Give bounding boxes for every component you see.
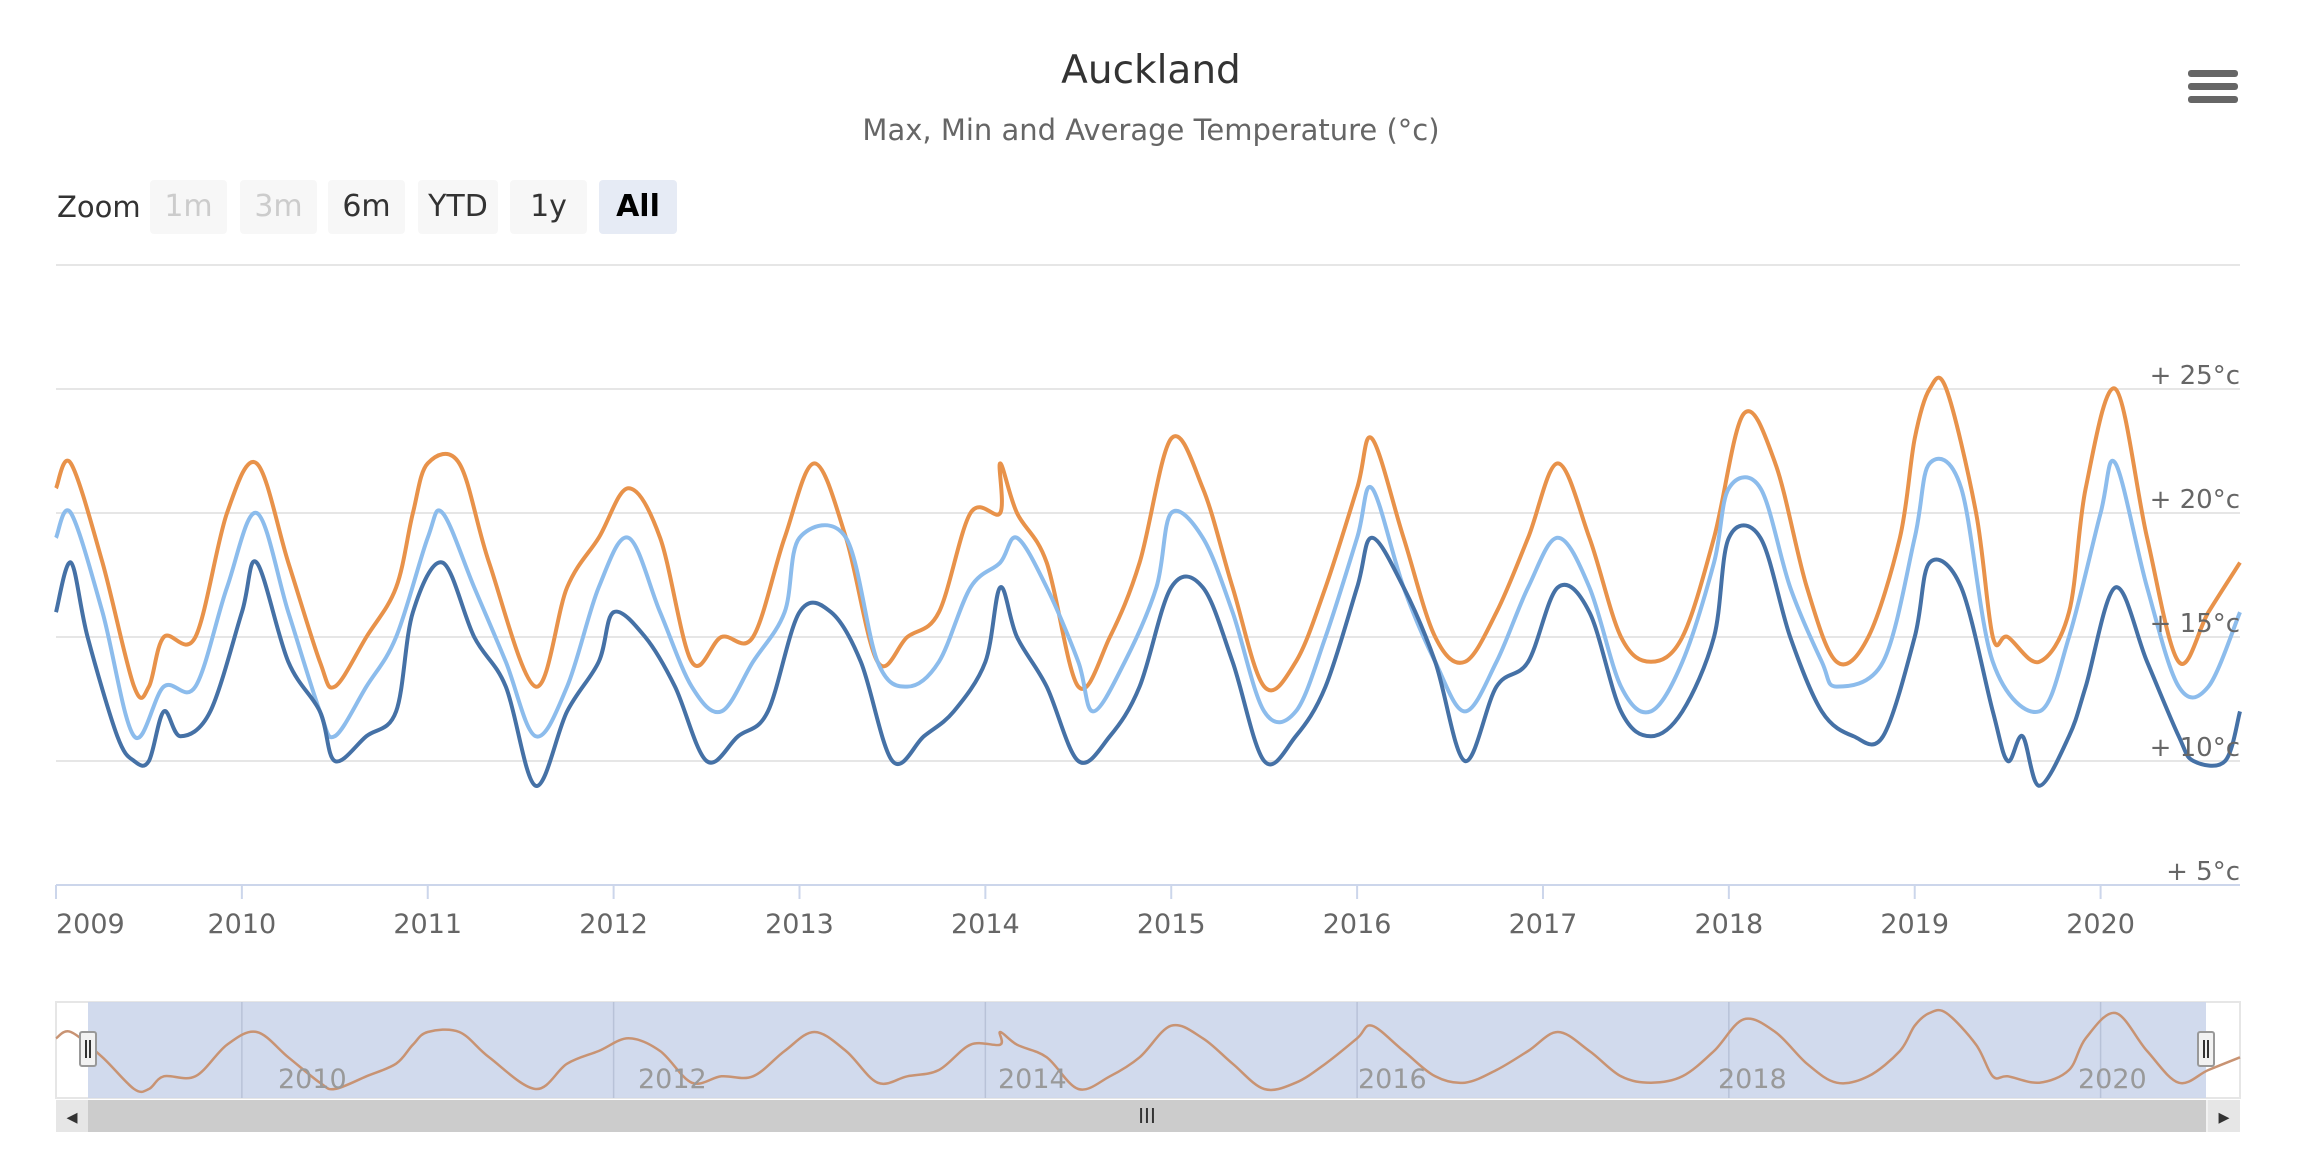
x-tick-label: 2013: [765, 909, 834, 940]
navigator-tick-label: 2010: [278, 1064, 347, 1095]
zoom-label: Zoom: [57, 190, 141, 224]
navigator-left-handle[interactable]: [79, 1031, 97, 1067]
zoom-button-3m[interactable]: 3m: [240, 180, 317, 234]
menu-bar: [2188, 70, 2238, 77]
y-tick-label: + 5°c: [2166, 857, 2240, 887]
x-tick-label: 2012: [579, 909, 648, 940]
x-tick-label: 2020: [2066, 909, 2135, 940]
scrollbar-thumb[interactable]: [88, 1100, 2206, 1132]
navigator-tick-label: 2012: [638, 1064, 707, 1095]
y-axis-labels: + 5°c + 10°c + 15°c + 20°c + 25°c: [2150, 361, 2240, 887]
series-line-max[interactable]: [54, 375, 2242, 700]
y-tick-label: + 25°c: [2150, 361, 2240, 391]
navigator-series: [55, 1008, 2241, 1094]
x-tick-label: 2009: [56, 909, 125, 940]
x-tick-label: 2017: [1509, 909, 1578, 940]
x-tick-label: 2019: [1880, 909, 1949, 940]
y-tick-label: + 20°c: [2150, 485, 2240, 515]
scrollbar[interactable]: III ◂ ▸: [56, 1100, 2240, 1132]
x-tick-label: 2010: [208, 909, 277, 940]
y-tick-label: + 10°c: [2150, 733, 2240, 763]
navigator-tick-label: 2016: [1358, 1064, 1427, 1095]
series-group: [54, 375, 2242, 788]
x-tick-label: 2011: [393, 909, 462, 940]
scrollbar-left-button[interactable]: [56, 1100, 88, 1132]
navigator-tick-label: 2020: [2078, 1064, 2147, 1095]
navigator-tick-label: 2018: [1718, 1064, 1787, 1095]
navigator-tick-label: 2014: [998, 1064, 1067, 1095]
chart-subtitle: Max, Min and Average Temperature (°c): [862, 113, 1440, 147]
handle-box[interactable]: [79, 1031, 97, 1067]
x-tick-label: 2018: [1694, 909, 1763, 940]
zoom-button-1y[interactable]: 1y: [510, 180, 587, 234]
handle-box[interactable]: [2197, 1031, 2215, 1067]
x-tick-label: 2016: [1323, 909, 1392, 940]
arrow-left-icon: ◂: [66, 1105, 77, 1130]
x-axis-labels: 2009 2010 2011 2012 2013 2014 2015 2016 2017 2018…: [55, 885, 2135, 940]
navigator-grid: [241, 1002, 2102, 1098]
scrollbar-grip-icon: III: [1138, 1104, 1156, 1128]
arrow-right-icon: ▸: [2218, 1105, 2229, 1130]
y-tick-label: + 15°c: [2150, 609, 2240, 639]
series-line-min[interactable]: [54, 523, 2242, 788]
menu-bar: [2188, 83, 2238, 90]
navigator-labels: 2010 2012 2014 2016 2018 2020: [278, 1064, 2147, 1095]
x-tick-label: 2015: [1137, 909, 1206, 940]
scrollbar-right-button[interactable]: [2208, 1100, 2240, 1132]
x-tick-label: 2014: [951, 909, 1020, 940]
grid-lines: [56, 388, 2240, 762]
zoom-button-6m[interactable]: 6m: [328, 180, 405, 234]
zoom-button-ytd[interactable]: YTD: [418, 180, 498, 234]
zoom-button-all[interactable]: All: [599, 180, 677, 234]
navigator-right-handle[interactable]: [2197, 1031, 2215, 1067]
hamburger-menu-icon[interactable]: [2188, 70, 2238, 110]
series-line-avg[interactable]: [54, 456, 2242, 741]
menu-bar: [2188, 96, 2238, 103]
chart-title: Auckland: [1061, 48, 1241, 93]
navigator[interactable]: 2010 2012 2014 2016 2018 2020: [55, 1001, 2241, 1099]
zoom-button-1m[interactable]: 1m: [150, 180, 227, 234]
